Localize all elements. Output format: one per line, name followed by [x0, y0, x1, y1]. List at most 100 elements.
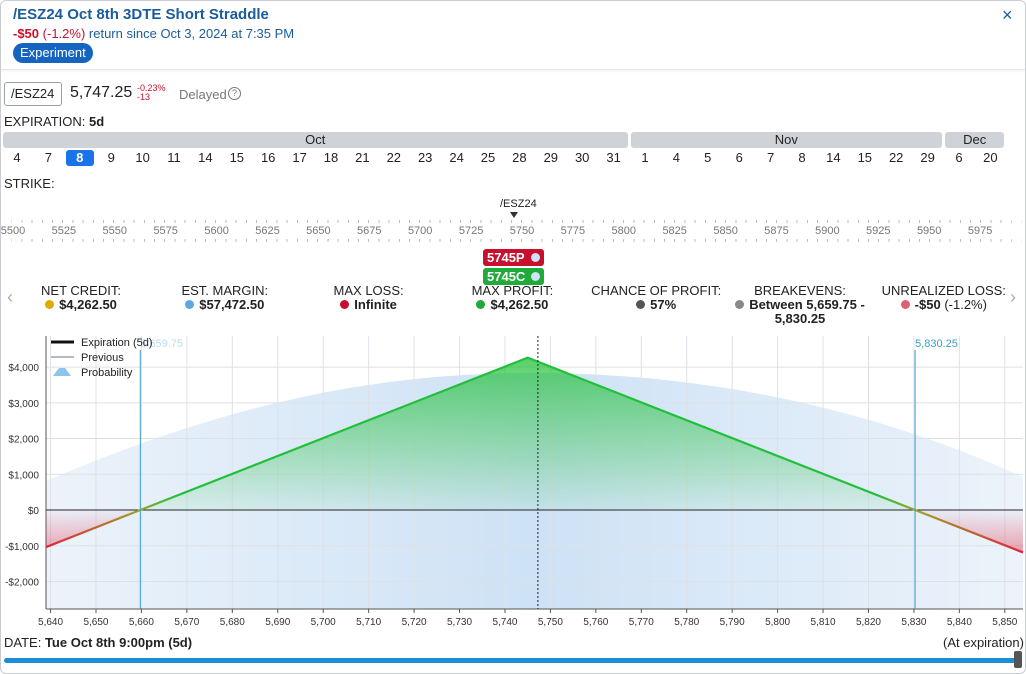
stat-label: MAX PROFIT: [471, 283, 554, 298]
y-tick-label: $0 [28, 506, 40, 517]
strike-tick-label: 5800 [611, 225, 637, 237]
stats-prev[interactable]: ‹ [7, 287, 13, 307]
x-tick-label: 5,650 [83, 617, 108, 628]
expiration-day[interactable]: 15 [857, 150, 873, 165]
expiration-day[interactable]: 7 [44, 150, 52, 165]
strike-tick-label: 5725 [458, 225, 484, 237]
tag-button[interactable]: Experiment [13, 43, 93, 63]
breakeven-label: 5,830.25 [915, 338, 958, 350]
x-tick-label: 5,640 [38, 617, 63, 628]
stat-label: MAX LOSS: [333, 283, 404, 298]
legend-swatch [53, 368, 71, 376]
stat-number: $4,262.50 [59, 297, 117, 312]
x-tick-label: 5,790 [720, 617, 745, 628]
stat-icon [185, 300, 195, 309]
expiration-day[interactable]: 22 [888, 150, 904, 165]
y-tick-label: $4,000 [8, 363, 39, 374]
expiration-day[interactable]: 20 [983, 150, 998, 165]
strike-tick-label: 5975 [967, 225, 993, 237]
expiration-day[interactable]: 11 [167, 150, 181, 165]
expiration-day[interactable]: 15 [229, 150, 245, 165]
expiration-day[interactable]: 29 [543, 150, 559, 165]
y-tick-label: -$2,000 [5, 577, 39, 588]
expiration-day[interactable]: 14 [826, 150, 841, 165]
expiration-day[interactable]: 5 [704, 150, 712, 165]
expiration-day[interactable]: 10 [135, 150, 150, 165]
symbol-input[interactable]: /ESZ24 [4, 82, 62, 106]
expiration-day[interactable]: 14 [198, 150, 213, 165]
stats-next[interactable]: › [1010, 287, 1016, 307]
strike-label: STRIKE: [4, 176, 55, 191]
stat-icon [45, 300, 55, 309]
expiration-day[interactable]: 1 [641, 150, 649, 165]
legend-label: Expiration (5d) [81, 337, 153, 349]
stat-icon [340, 300, 350, 309]
delayed: Delayed [179, 87, 227, 102]
expiration-day[interactable]: 30 [574, 150, 590, 165]
expiration-day[interactable]: 31 [606, 150, 621, 165]
expiration-day[interactable]: 25 [480, 150, 496, 165]
y-tick-label: $1,000 [8, 470, 39, 481]
strike-tick-label: 5650 [306, 225, 331, 237]
expiration-day[interactable]: 6 [955, 150, 963, 165]
leg-badge[interactable]: 5745C [483, 268, 544, 285]
expiration-day[interactable]: 7 [766, 150, 775, 165]
strike-ticks-top [1, 220, 1025, 223]
x-tick-label: 5,800 [765, 617, 790, 628]
change: -13 [137, 92, 151, 102]
x-tick-label: 5,700 [311, 617, 336, 628]
breakeven-label: 5,659.75 [140, 338, 183, 350]
x-tick-label: 5,730 [447, 617, 472, 628]
expiration-label: EXPIRATION: 5d [4, 114, 104, 129]
stat-label: CHANCE OF PROFIT: [591, 283, 722, 298]
expiration-day[interactable]: 22 [386, 150, 402, 165]
payoff-area [46, 357, 1023, 553]
change-pct: -0.23% [137, 83, 166, 93]
expiration-day[interactable]: 8 [65, 150, 94, 166]
stat-number: Between 5,659.75 - 5,830.25 [749, 297, 865, 326]
x-tick-label: 5,840 [947, 617, 972, 628]
strike-tick-label: 5600 [204, 225, 229, 237]
return-line: -$50 (-1.2%) return since Oct 3, 2024 at… [13, 26, 294, 41]
x-tick-label: 5,830 [901, 617, 926, 628]
expiration-day[interactable]: 17 [292, 150, 307, 165]
expiration-day[interactable]: 29 [920, 150, 935, 165]
underlying-marker: /ESZ24 [500, 198, 537, 210]
leg-badge[interactable]: 5745P [483, 249, 544, 266]
help-icon[interactable]: ? [228, 87, 241, 100]
close-button[interactable]: × [1002, 5, 1013, 25]
header: /ESZ24 Oct 8th 3DTE Short Straddle -$50 … [1, 1, 1025, 70]
stat-icon [735, 300, 745, 309]
stat-value: $4,262.50 [6, 298, 156, 312]
expiration-day[interactable]: 4 [672, 150, 680, 165]
x-tick-label: 5,740 [492, 617, 517, 628]
x-tick-label: 5,720 [402, 617, 427, 628]
strike-tick-label: 5750 [509, 225, 535, 237]
expiration-day[interactable]: 9 [107, 150, 115, 165]
expiration-day[interactable]: 28 [512, 150, 527, 165]
expiration-day[interactable]: 16 [260, 150, 276, 165]
expiration-day[interactable]: 21 [355, 150, 370, 165]
expiration-day[interactable]: 24 [449, 150, 464, 165]
stat-icon [900, 300, 910, 309]
expiration-day[interactable]: 4 [13, 150, 21, 165]
date-value: Tue Oct 8th 9:00pm (5d) [44, 635, 193, 650]
expiration-day[interactable]: 6 [735, 150, 743, 165]
strike-tick-label: 5775 [560, 225, 586, 237]
price: 5,747.25 [70, 84, 133, 101]
strike-tick-label: 5875 [764, 225, 789, 237]
stat-value: -$50 (-1.2%) [869, 298, 1019, 312]
legend-label: Previous [81, 352, 124, 364]
expiration-day[interactable]: 8 [798, 150, 806, 165]
leg-icon [531, 272, 540, 281]
date-slider-handle[interactable] [1014, 651, 1022, 668]
stat-icon [636, 300, 646, 309]
expiration-day[interactable]: 23 [417, 150, 433, 165]
underlying-pointer [510, 212, 518, 218]
stat-number: 57% [650, 297, 677, 312]
strike-tick-label: 5675 [357, 225, 382, 237]
x-tick-label: 5,660 [129, 617, 154, 628]
expiration-day[interactable]: 18 [323, 150, 339, 165]
date-slider[interactable] [4, 658, 1016, 663]
